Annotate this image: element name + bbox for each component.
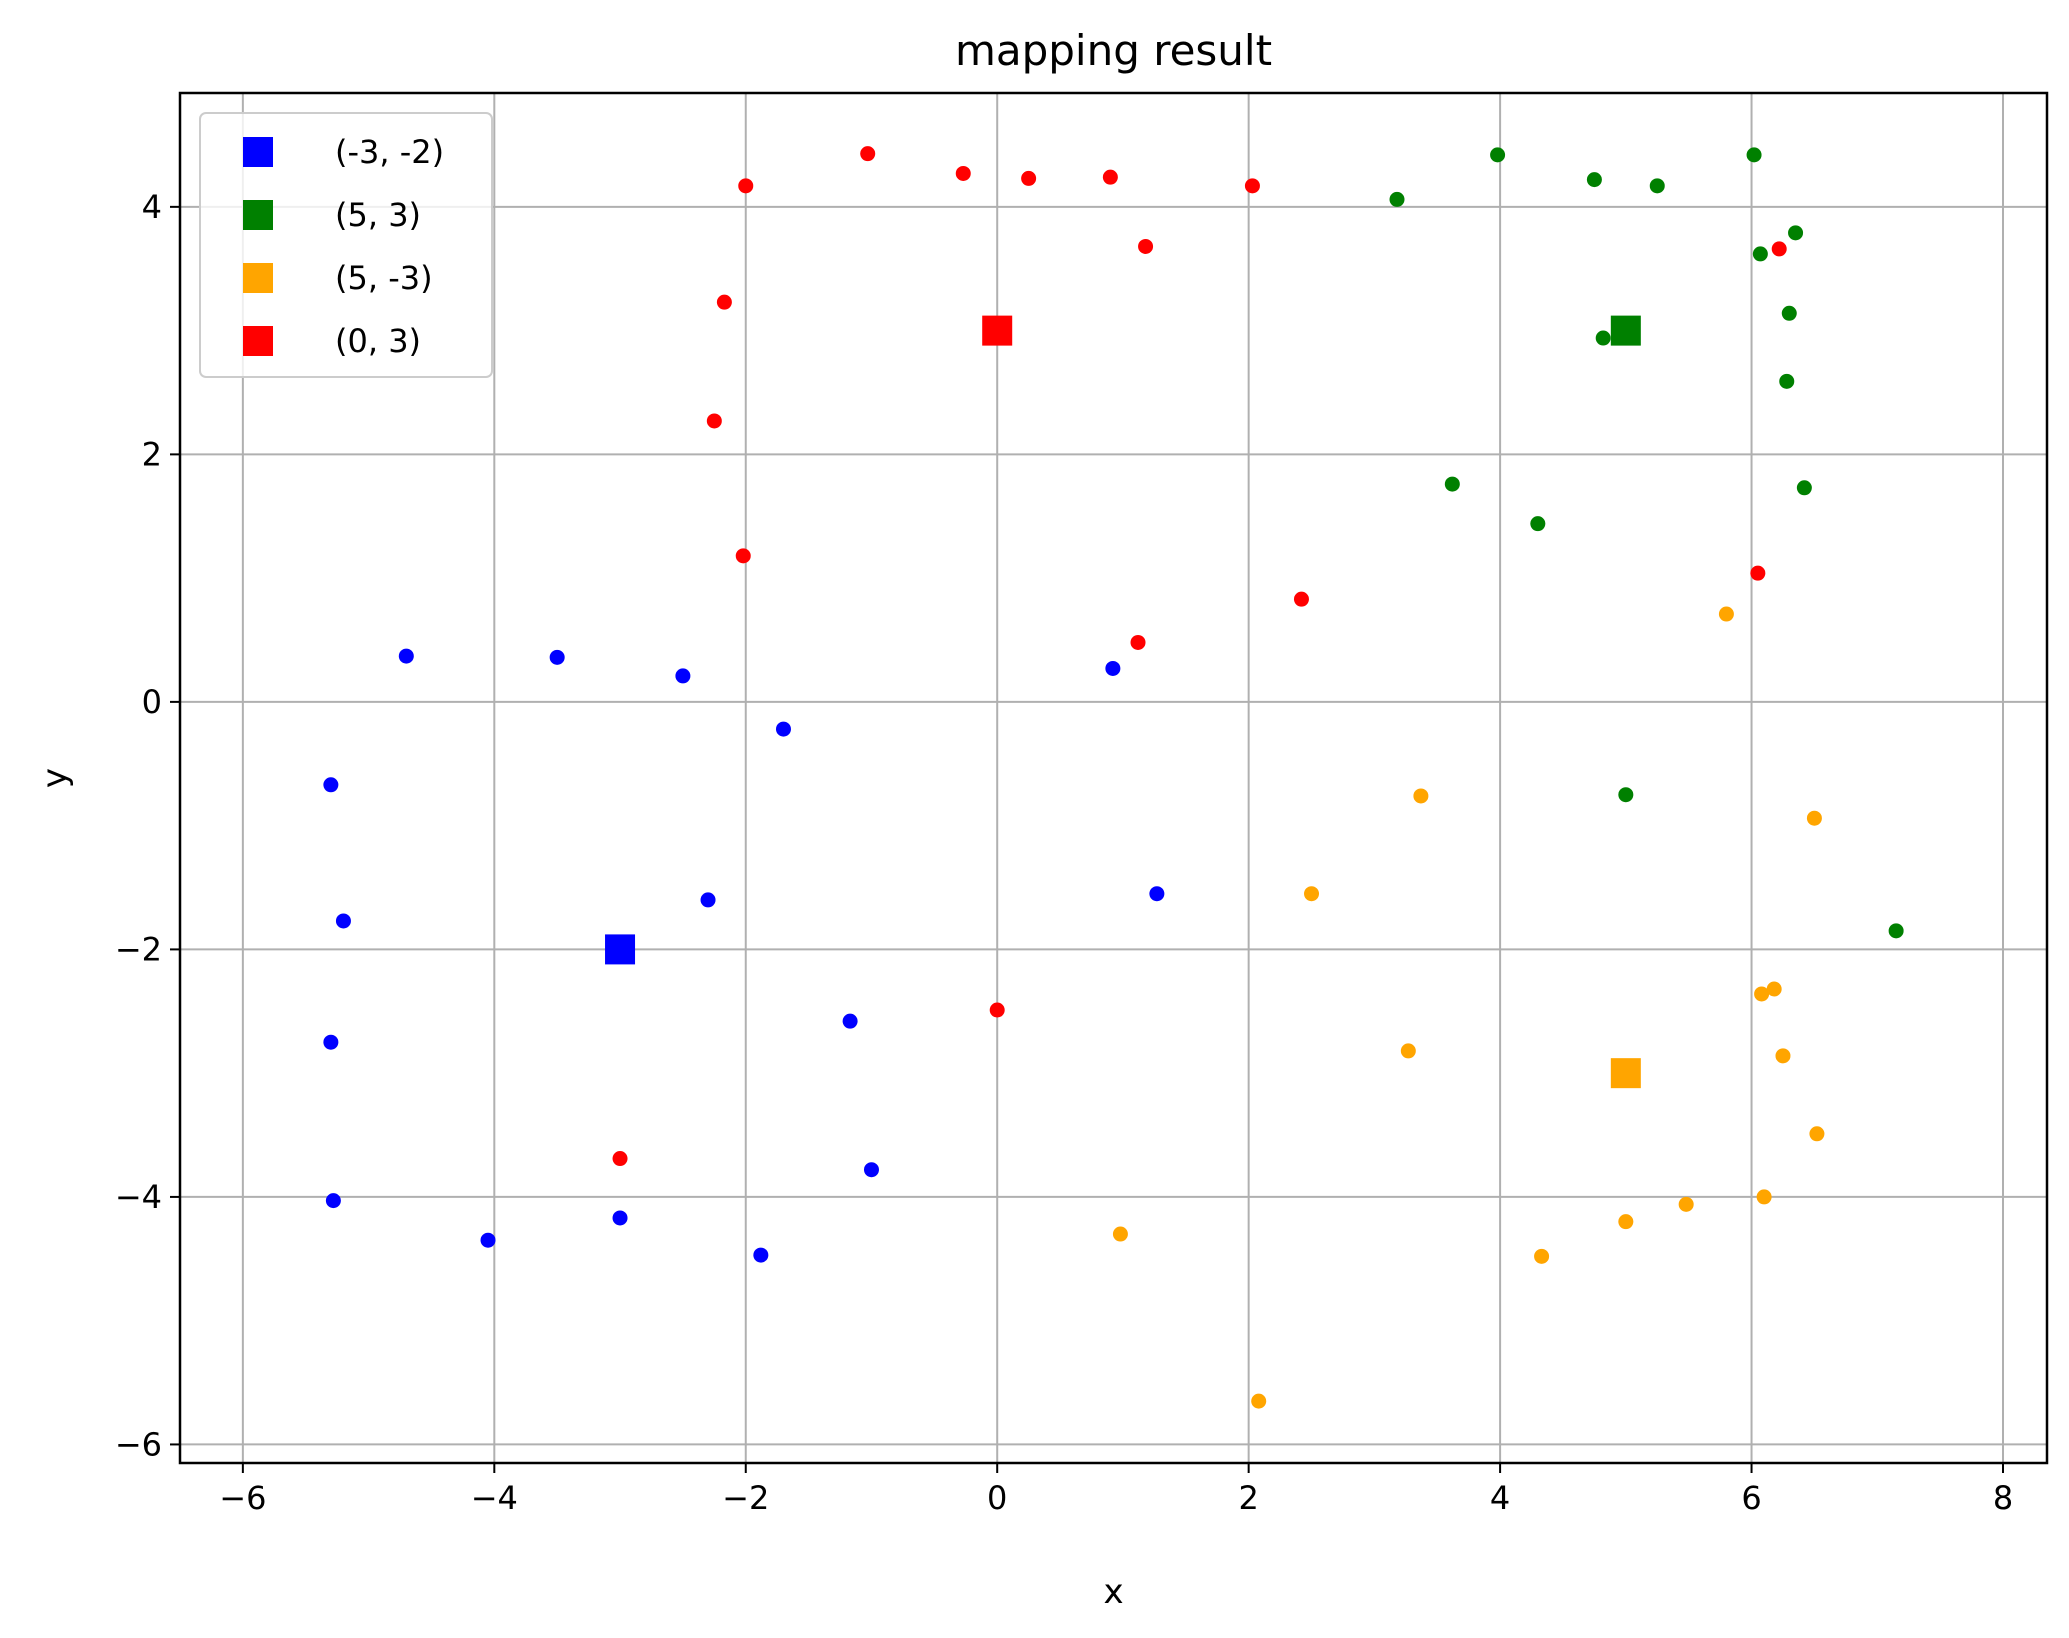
- legend-marker: [243, 326, 273, 356]
- x-tick-label: −6: [219, 1479, 266, 1517]
- y-tick-label: 0: [142, 683, 162, 721]
- data-point: [1534, 1248, 1550, 1264]
- legend: (-3, -2) (5, 3) (5, -3) (0, 3): [199, 112, 493, 378]
- data-point: [1775, 1048, 1791, 1064]
- x-tick-label: −2: [722, 1479, 769, 1517]
- data-point: [612, 1151, 628, 1167]
- data-point: [323, 777, 339, 793]
- x-tick-label: 4: [1490, 1479, 1510, 1517]
- data-point: [480, 1232, 496, 1248]
- legend-label: (5, 3): [335, 196, 421, 234]
- x-tick-label: 2: [1238, 1479, 1258, 1517]
- data-point: [716, 294, 732, 310]
- data-point: [398, 648, 414, 664]
- plot-frame: [178, 91, 2049, 1465]
- data-point: [1021, 170, 1037, 186]
- data-point: [1746, 147, 1762, 163]
- data-point: [1102, 169, 1118, 185]
- x-tick-label: 8: [1993, 1479, 2013, 1517]
- data-point: [1293, 591, 1309, 607]
- data-point: [1779, 373, 1795, 389]
- data-point: [1304, 886, 1320, 902]
- data-point: [1796, 480, 1812, 496]
- data-point: [325, 1193, 341, 1209]
- x-axis-label: x: [1103, 1572, 1123, 1612]
- data-point: [1649, 178, 1665, 194]
- data-point: [1149, 886, 1165, 902]
- data-point: [335, 913, 351, 929]
- data-point: [1244, 178, 1260, 194]
- legend-label: (5, -3): [335, 259, 433, 297]
- data-point: [1888, 923, 1904, 939]
- data-point: [955, 165, 971, 181]
- data-point: [1586, 172, 1602, 188]
- chart-title: mapping result: [955, 26, 1272, 75]
- data-point: [1490, 147, 1506, 163]
- data-point: [1413, 788, 1429, 804]
- x-tick-label: 0: [987, 1479, 1007, 1517]
- center-marker: [982, 315, 1013, 346]
- x-tick-label: 6: [1741, 1479, 1761, 1517]
- data-point: [1105, 660, 1121, 676]
- data-point: [1806, 810, 1822, 826]
- y-tick-label: −6: [115, 1425, 162, 1463]
- data-point: [706, 413, 722, 429]
- y-tick-label: 4: [142, 188, 162, 226]
- data-point: [1750, 565, 1766, 581]
- x-tick-label: −4: [471, 1479, 518, 1517]
- data-point: [989, 1002, 1005, 1018]
- center-markers: [605, 315, 1641, 1089]
- data-point: [738, 178, 754, 194]
- legend-marker: [243, 200, 273, 230]
- data-point: [700, 892, 716, 908]
- data-point: [775, 721, 791, 737]
- data-point: [1595, 330, 1611, 346]
- data-point: [1138, 238, 1154, 254]
- legend-box: [199, 112, 493, 378]
- data-point: [735, 548, 751, 564]
- data-point: [1678, 1196, 1694, 1212]
- data-point: [675, 668, 691, 684]
- data-point: [1752, 246, 1768, 262]
- legend-label: (-3, -2): [335, 133, 444, 171]
- center-marker: [1610, 1058, 1641, 1089]
- y-tick-label: 2: [142, 435, 162, 473]
- data-point: [1718, 606, 1734, 622]
- data-point: [1251, 1393, 1267, 1409]
- center-marker: [1610, 315, 1641, 346]
- data-point: [1781, 305, 1797, 321]
- data-point: [1389, 191, 1405, 207]
- data-point: [1618, 1214, 1634, 1230]
- data-point: [1788, 225, 1804, 241]
- data-point: [1530, 516, 1546, 532]
- data-point: [323, 1034, 339, 1050]
- data-point: [1809, 1126, 1825, 1142]
- legend-marker: [243, 263, 273, 293]
- legend-label: (0, 3): [335, 322, 421, 360]
- data-point: [842, 1013, 858, 1029]
- y-tick-label: −2: [115, 930, 162, 968]
- data-point: [1444, 476, 1460, 492]
- data-points: [323, 146, 1904, 1409]
- data-point: [860, 146, 876, 162]
- data-point: [863, 1162, 879, 1178]
- y-axis-label: y: [35, 768, 75, 788]
- data-point: [753, 1247, 769, 1263]
- data-point: [1618, 787, 1634, 803]
- grid-lines: [180, 93, 2047, 1463]
- data-point: [1112, 1226, 1128, 1242]
- axis-ticks: −6 −4 −2 0 2 4 6 8 −6 −4 −2 0 2 4: [115, 188, 2013, 1517]
- data-point: [1400, 1043, 1416, 1059]
- data-point: [1754, 986, 1770, 1002]
- y-tick-label: −4: [115, 1178, 162, 1216]
- data-point: [1130, 634, 1146, 650]
- data-point: [612, 1210, 628, 1226]
- data-point: [1756, 1189, 1772, 1205]
- center-marker: [605, 934, 636, 965]
- data-point: [549, 649, 565, 665]
- data-point: [1771, 241, 1787, 257]
- data-point: [1766, 981, 1782, 997]
- legend-marker: [243, 137, 273, 167]
